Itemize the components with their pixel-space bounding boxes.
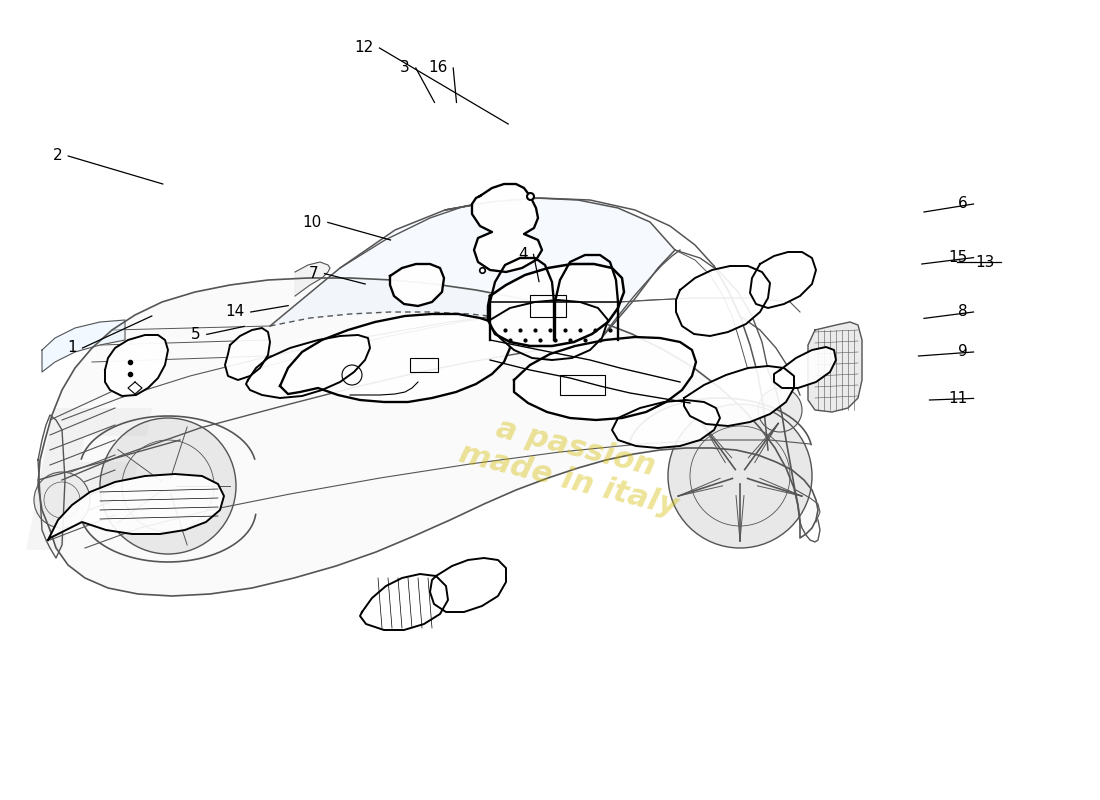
Polygon shape <box>490 300 608 360</box>
Text: 2: 2 <box>53 149 63 163</box>
Bar <box>410 358 438 372</box>
Text: 1: 1 <box>67 341 77 355</box>
Polygon shape <box>295 262 330 296</box>
Text: 9: 9 <box>958 345 968 359</box>
Polygon shape <box>774 347 836 388</box>
Circle shape <box>34 472 90 528</box>
Bar <box>560 375 605 395</box>
Polygon shape <box>270 198 675 342</box>
Polygon shape <box>360 574 448 630</box>
Polygon shape <box>488 264 624 346</box>
Polygon shape <box>104 335 168 396</box>
Text: F: F <box>22 402 154 590</box>
Text: 7: 7 <box>309 266 319 281</box>
Bar <box>530 295 566 317</box>
Text: 11: 11 <box>948 391 968 406</box>
Polygon shape <box>684 366 794 426</box>
Text: 15: 15 <box>948 250 968 265</box>
Text: 8: 8 <box>958 305 968 319</box>
Polygon shape <box>280 314 510 402</box>
Polygon shape <box>430 558 506 612</box>
Text: 4: 4 <box>518 247 528 262</box>
Polygon shape <box>39 278 818 596</box>
Text: 13: 13 <box>976 255 996 270</box>
Text: 3: 3 <box>400 61 410 75</box>
Circle shape <box>100 418 236 554</box>
Text: a passion
made in italy: a passion made in italy <box>455 406 689 522</box>
Text: 12: 12 <box>354 41 374 55</box>
Polygon shape <box>48 474 224 540</box>
Polygon shape <box>750 252 816 308</box>
Text: 5: 5 <box>191 327 201 342</box>
Circle shape <box>758 388 802 432</box>
Polygon shape <box>246 335 370 398</box>
Text: 6: 6 <box>958 197 968 211</box>
Polygon shape <box>42 320 125 372</box>
Polygon shape <box>390 264 444 306</box>
Polygon shape <box>808 322 862 412</box>
Text: 16: 16 <box>428 61 448 75</box>
Polygon shape <box>612 400 720 448</box>
Polygon shape <box>676 266 770 336</box>
Polygon shape <box>226 328 270 380</box>
Circle shape <box>668 404 812 548</box>
Text: 14: 14 <box>226 305 245 319</box>
Polygon shape <box>514 337 696 420</box>
Polygon shape <box>472 184 542 272</box>
Text: 10: 10 <box>302 215 322 230</box>
